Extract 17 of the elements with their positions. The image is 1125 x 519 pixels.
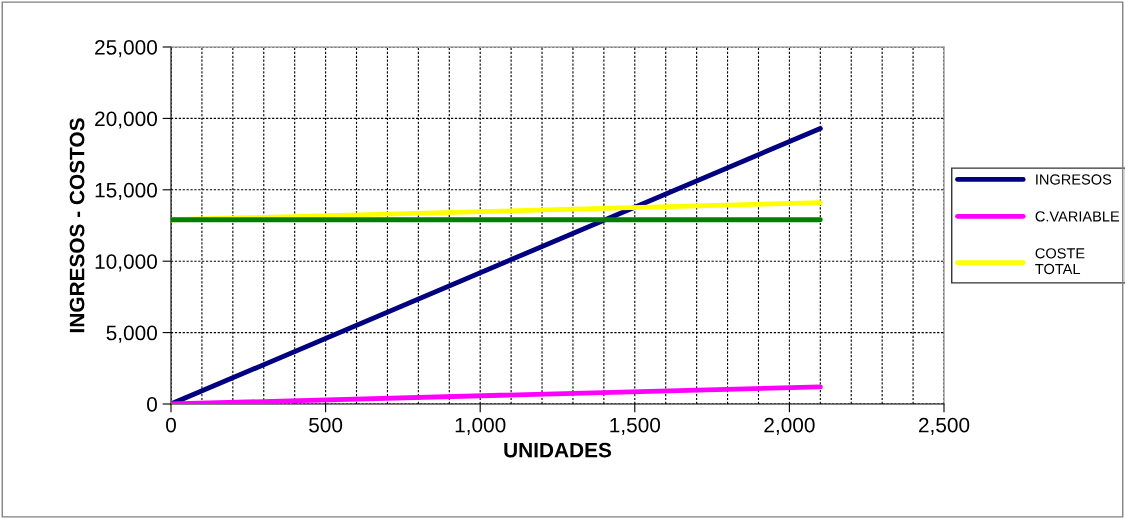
- x-tick-label: 500: [309, 417, 343, 433]
- y-tick-label: 25,000: [95, 40, 157, 58]
- x-tick-label: 2,500: [918, 417, 970, 435]
- legend-label: COSTE TOTAL: [1035, 248, 1085, 275]
- x-tick-label: 2,000: [764, 417, 815, 435]
- x-tick-label: 1,500: [610, 417, 661, 435]
- y-tick-label: 20,000: [95, 111, 157, 129]
- x-tick-label: 1,000: [455, 417, 506, 435]
- legend-label: C.VARIABLE: [1035, 211, 1120, 222]
- y-tick-label: 10,000: [95, 254, 157, 272]
- legend-label: INGRESOS: [1036, 174, 1112, 185]
- y-tick-label: 5,000: [106, 325, 157, 343]
- y-axis-title: INGRESOS - COSTOS: [69, 118, 85, 333]
- y-tick-label: 0: [147, 397, 157, 412]
- x-tick-label: 0: [166, 417, 176, 433]
- x-axis-title: UNIDADES: [504, 442, 612, 458]
- y-tick-label: 15,000: [95, 182, 157, 201]
